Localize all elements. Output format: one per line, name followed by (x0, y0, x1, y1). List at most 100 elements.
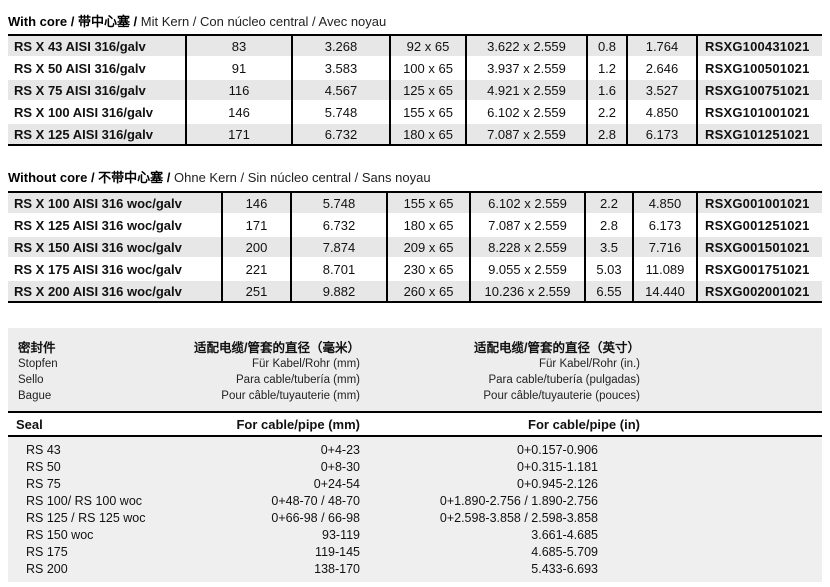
value-cell: 251 (245, 283, 268, 299)
value-cell: 91 (231, 60, 247, 76)
part-number-cell: RSXG002001021 (705, 283, 810, 299)
value-cell: 5.748 (324, 104, 358, 120)
value-cell: 3.268 (324, 38, 358, 54)
value-cell: 171 (245, 217, 268, 233)
mm-value-cell: 0+24-54 (313, 476, 360, 491)
value-cell: 100 x 65 (403, 60, 453, 76)
value-cell: 2.2 (597, 104, 617, 120)
value-cell: 155 x 65 (403, 195, 454, 211)
product-name-cell: RS X 50 AISI 316/galv (14, 60, 146, 76)
column-divider-line (626, 36, 628, 144)
value-cell: 6.55 (596, 283, 622, 299)
column-divider-line (290, 193, 292, 301)
seal-name-cell: RS 50 (26, 459, 61, 474)
spec-row: RS X 100 AISI 316 woc/galv 146 5.748 155 x … (8, 193, 822, 213)
value-cell: 200 (245, 239, 268, 255)
value-cell: 6.102 x 2.559 (487, 104, 566, 120)
value-cell: 7.087 x 2.559 (488, 217, 567, 233)
seal-name-cell: RS 125 / RS 125 woc (26, 510, 146, 525)
seal-row: RS 150 woc 93-119 3.661-4.685 (8, 526, 822, 543)
value-cell: 4.850 (645, 104, 679, 120)
column-divider-line (465, 36, 467, 144)
value-cell: 4.567 (324, 82, 358, 98)
seal-row: RS 100/ RS 100 woc 0+48-70 / 48-70 0+1.890… (8, 492, 822, 509)
multilingual-header-row: Stopfen Für Kabel/Rohr (mm) Für Kabel/Rohr… (8, 356, 822, 372)
multilingual-header-row: Sello Para cable/tubería (mm) Para cable/t… (8, 372, 822, 388)
spec-row: RS X 150 AISI 316 woc/galv 200 7.874 209 x … (8, 237, 822, 257)
value-cell: 3.583 (324, 60, 358, 76)
value-cell: 2.8 (597, 126, 617, 142)
value-cell: 3.5 (599, 239, 619, 255)
seal-data-panel: RS 43 0+4-23 0+0.157-0.906 RS 50 0+8-30 0+0.3… (8, 437, 822, 582)
value-cell: 10.236 x 2.559 (484, 283, 571, 299)
value-cell: 116 (228, 82, 250, 98)
in-column-label: Pour câble/tuyauterie (pouces) (483, 390, 640, 402)
seal-header-row: Seal For cable/pipe (mm) For cable/pipe … (8, 411, 822, 437)
column-divider-line (221, 193, 223, 301)
seal-label: 密封件 (18, 340, 56, 355)
value-cell: 180 x 65 (403, 217, 454, 233)
spec-row: RS X 75 AISI 316/galv 116 4.567 125 x 65 4.9… (8, 80, 822, 100)
seal-row: RS 200 138-170 5.433-6.693 (8, 560, 822, 577)
mm-value-cell: 0+48-70 / 48-70 (271, 493, 360, 508)
value-cell: 7.874 (322, 239, 356, 255)
in-value-cell: 0+0.945-2.126 (517, 476, 598, 491)
mm-value-cell: 0+8-30 (320, 459, 360, 474)
value-cell: 1.764 (645, 38, 679, 54)
mm-value-cell: 119-145 (315, 544, 360, 559)
part-number-cell: RSXG001251021 (705, 217, 810, 233)
in-value-cell: 3.661-4.685 (531, 527, 598, 542)
seal-row: RS 125 / RS 125 woc 0+66-98 / 66-98 0+2.59… (8, 509, 822, 526)
product-name-cell: RS X 150 AISI 316 woc/galv (14, 239, 182, 255)
seal-row: RS 175 119-145 4.685-5.709 (8, 543, 822, 560)
seal-size-section: 密封件 适配电缆/管套的直径（毫米） 适配电缆/管套的直径（英寸） Stopfen Fü… (8, 328, 822, 582)
with-core-title-en: With core (8, 14, 68, 29)
in-value-cell: 0+0.157-0.906 (517, 442, 598, 457)
seal-label: Bague (18, 390, 52, 402)
part-number-cell: RSXG101251021 (705, 126, 810, 142)
value-cell: 3.937 x 2.559 (487, 60, 566, 76)
product-name-cell: RS X 43 AISI 316/galv (14, 38, 146, 54)
column-divider-line (389, 36, 391, 144)
column-divider-line (696, 36, 698, 144)
value-cell: 230 x 65 (403, 261, 454, 277)
value-cell: 6.732 (322, 217, 356, 233)
value-cell: 146 (228, 104, 250, 120)
part-number-cell: RSXG001751021 (705, 261, 810, 277)
value-cell: 2.8 (599, 217, 619, 233)
seal-name-cell: RS 75 (26, 476, 61, 491)
value-cell: 5.748 (322, 195, 356, 211)
without-core-title: Without core / 不带中心塞 / Ohne Kern / Sin n… (8, 167, 431, 186)
with-core-title-rest: Mit Kern / Con núcleo central / Avec noy… (140, 14, 387, 29)
value-cell: 9.882 (322, 283, 356, 299)
value-cell: 221 (245, 261, 268, 277)
spec-row: RS X 200 AISI 316 woc/galv 251 9.882 260 x … (8, 281, 822, 301)
without-core-table: RS X 100 AISI 316 woc/galv 146 5.748 155 x … (8, 191, 822, 303)
product-name-cell: RS X 75 AISI 316/galv (14, 82, 146, 98)
seal-header-in: For cable/pipe (in) (528, 416, 640, 432)
without-core-title-en: Without core (8, 170, 88, 185)
part-number-cell: RSXG001001021 (705, 195, 810, 211)
value-cell: 5.03 (596, 261, 622, 277)
mm-column-label: Pour câble/tuyauterie (mm) (221, 390, 360, 402)
column-divider-line (632, 193, 634, 301)
value-cell: 6.173 (648, 217, 682, 233)
mm-value-cell: 0+4-23 (320, 442, 360, 457)
column-divider-line (469, 193, 471, 301)
multilingual-header-row: Bague Pour câble/tuyauterie (mm) Pour câbl… (8, 388, 822, 404)
value-cell: 6.102 x 2.559 (488, 195, 567, 211)
value-cell: 155 x 65 (403, 104, 453, 120)
in-value-cell: 0+2.598-3.858 / 2.598-3.858 (439, 510, 598, 525)
column-divider-line (696, 193, 698, 301)
with-core-title: With core / 带中心塞 / Mit Kern / Con núcleo… (8, 11, 386, 30)
seal-label: Stopfen (18, 358, 58, 370)
in-value-cell: 0+0.315-1.181 (517, 459, 598, 474)
in-value-cell: 4.685-5.709 (531, 544, 598, 559)
mm-value-cell: 138-170 (314, 561, 360, 576)
value-cell: 2.2 (599, 195, 619, 211)
value-cell: 1.2 (597, 60, 617, 76)
seal-name-cell: RS 150 woc (26, 527, 94, 542)
value-cell: 171 (228, 126, 250, 142)
seal-row: RS 75 0+24-54 0+0.945-2.126 (8, 475, 822, 492)
